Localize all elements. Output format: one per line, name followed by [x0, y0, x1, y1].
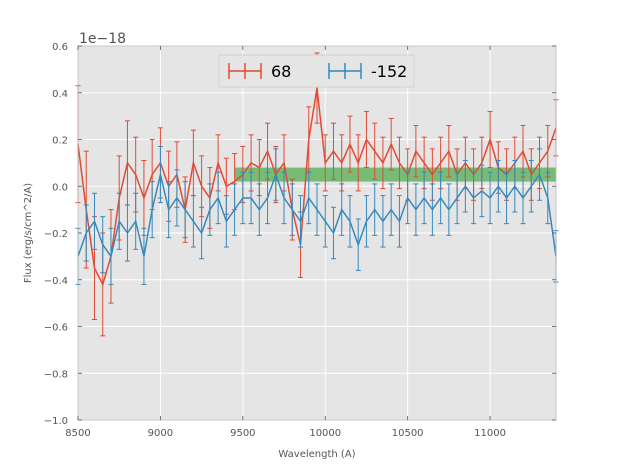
series-layer: [75, 52, 559, 337]
legend-label-68: 68: [271, 62, 291, 81]
band-layer: [234, 167, 556, 182]
x-tick-label: 9000: [148, 428, 173, 439]
y-tick-label: −0.6: [44, 323, 68, 334]
x-axis-label: Wavelength (A): [278, 449, 355, 460]
series-line: [77, 172, 557, 259]
series-line: [77, 87, 557, 287]
x-tick-label: 9500: [230, 428, 255, 439]
y-tick-label: −0.4: [44, 276, 68, 287]
offset-text: 1e−18: [79, 31, 126, 47]
y-tick-label: −0.8: [44, 369, 68, 380]
y-tick-label: 0.4: [52, 89, 68, 100]
y-tick-label: 0.2: [52, 136, 68, 147]
legend: 68 -152: [218, 54, 415, 88]
tick-layer: 8500 9000 9500 10000 10500 11000 −1.0 −0.8 −0.6 −…: [44, 42, 556, 439]
legend-entry-minus-152: [328, 63, 362, 79]
legend-label-minus-152: -152: [371, 62, 407, 81]
y-axis-label: Flux (erg/s/cm^2/A): [23, 183, 34, 283]
y-tick-label: −1.0: [44, 416, 68, 427]
series-1: [75, 146, 559, 285]
y-tick-label: −0.2: [44, 229, 68, 240]
green-band: [234, 167, 556, 182]
y-tick-label: 0.0: [52, 182, 68, 193]
y-tick-label: 0.6: [52, 42, 68, 53]
x-tick-label: 10500: [392, 428, 424, 439]
x-tick-label: 11000: [474, 428, 506, 439]
legend-entry-68: [228, 63, 262, 79]
x-tick-label: 8500: [65, 428, 90, 439]
x-tick-label: 10000: [309, 428, 341, 439]
